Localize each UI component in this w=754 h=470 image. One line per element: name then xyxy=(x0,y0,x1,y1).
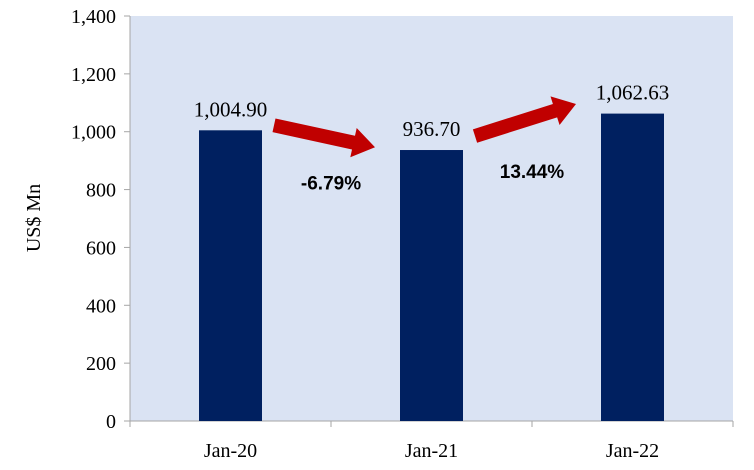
x-tick-label: Jan-21 xyxy=(405,440,458,462)
x-tick-label: Jan-22 xyxy=(606,440,659,462)
y-tick-label: 0 xyxy=(106,411,116,433)
bar-jan-21 xyxy=(400,150,463,422)
y-tick-label: 200 xyxy=(86,353,116,375)
trend-arrow xyxy=(272,118,375,158)
bar-jan-20 xyxy=(199,130,262,421)
y-tick-label: 800 xyxy=(86,180,116,202)
y-tick-label: 600 xyxy=(86,237,116,259)
data-label: 936.70 xyxy=(403,117,461,141)
trend-arrow xyxy=(472,96,576,143)
y-axis-label: US$ Mn xyxy=(23,184,45,252)
bar-jan-22 xyxy=(601,113,664,422)
y-tick-label: 400 xyxy=(86,295,116,317)
y-tick-label: 1,400 xyxy=(71,6,116,28)
y-tick-label: 1,200 xyxy=(71,64,116,86)
y-tick-label: 1,000 xyxy=(71,122,116,144)
x-tick-label: Jan-20 xyxy=(204,440,257,462)
change-annotation: -6.79% xyxy=(301,173,361,194)
data-label: 1,062.63 xyxy=(596,81,670,105)
change-annotation: 13.44% xyxy=(500,162,565,183)
data-label: 1,004.90 xyxy=(194,97,268,121)
